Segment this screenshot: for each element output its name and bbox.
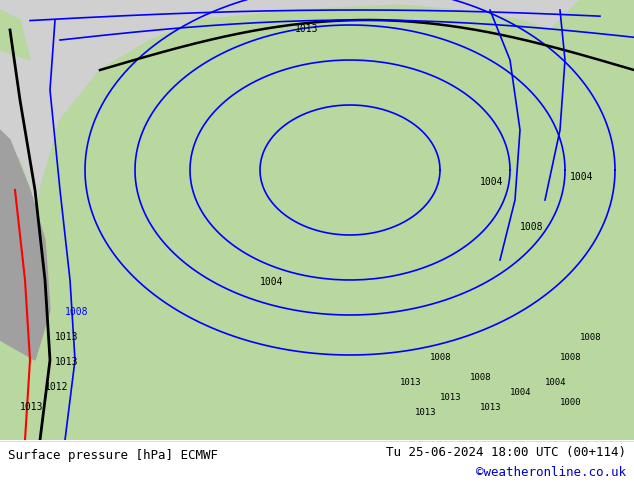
Polygon shape [30, 5, 634, 440]
Text: Surface pressure [hPa] ECMWF: Surface pressure [hPa] ECMWF [8, 448, 218, 462]
Polygon shape [0, 10, 30, 60]
Text: 1008: 1008 [470, 373, 491, 382]
Text: 1013: 1013 [20, 402, 44, 412]
Polygon shape [490, 40, 540, 70]
Text: 1013: 1013 [480, 403, 501, 412]
Text: 1008: 1008 [65, 307, 89, 317]
Text: 1013: 1013 [55, 357, 79, 367]
Text: 1013: 1013 [295, 24, 318, 34]
Text: 1013: 1013 [55, 332, 79, 342]
Text: 1000: 1000 [560, 398, 581, 407]
Text: 1008: 1008 [580, 333, 602, 342]
Text: 1004: 1004 [510, 388, 531, 397]
Text: 1004: 1004 [480, 177, 503, 187]
Text: 1004: 1004 [545, 378, 567, 387]
Text: ©weatheronline.co.uk: ©weatheronline.co.uk [476, 466, 626, 479]
Text: 1013: 1013 [440, 393, 462, 402]
Text: 1004: 1004 [260, 277, 283, 287]
Polygon shape [540, 0, 634, 90]
Polygon shape [290, 10, 380, 50]
Text: 1004: 1004 [570, 172, 593, 182]
Text: 1012: 1012 [45, 382, 68, 392]
Text: 1008: 1008 [430, 353, 451, 362]
Polygon shape [0, 130, 50, 360]
Text: 1013: 1013 [400, 378, 422, 387]
Text: Tu 25-06-2024 18:00 UTC (00+114): Tu 25-06-2024 18:00 UTC (00+114) [386, 445, 626, 459]
Polygon shape [0, 140, 120, 440]
Text: 1013: 1013 [415, 408, 436, 417]
Text: 1008: 1008 [520, 222, 543, 232]
Text: 1008: 1008 [560, 353, 581, 362]
